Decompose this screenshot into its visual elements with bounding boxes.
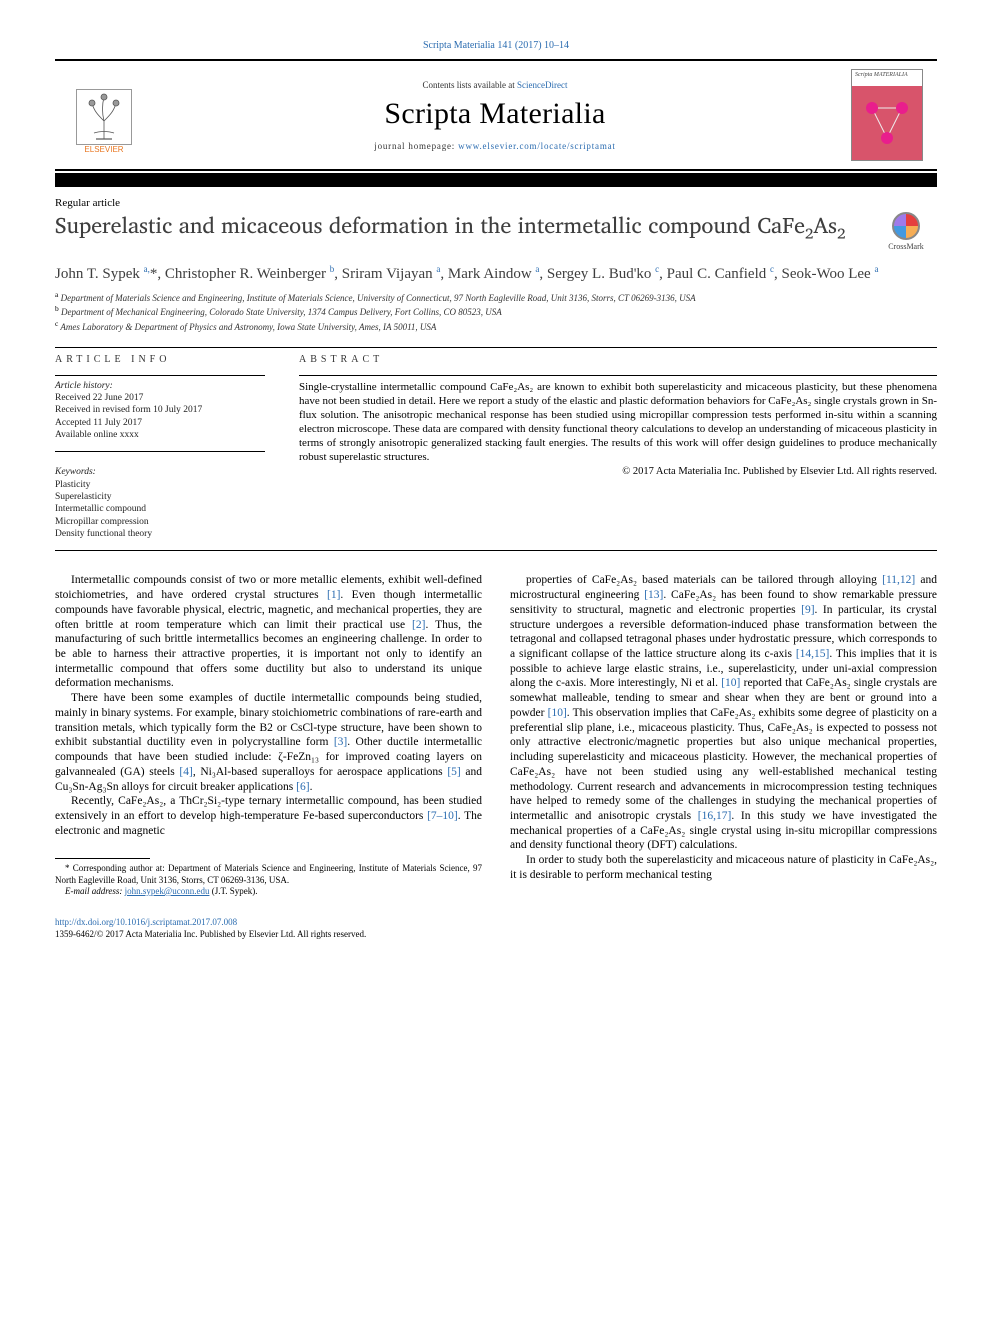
journal-name: Scripta Materialia [139,97,851,131]
article-info-head: ARTICLE INFO [55,354,265,365]
abstract-copyright: © 2017 Acta Materialia Inc. Published by… [299,466,937,477]
keyword: Plasticity [55,479,265,491]
corresponding-email: E-mail address: john.sypek@uconn.edu (J.… [55,886,482,897]
journal-homepage-link[interactable]: www.elsevier.com/locate/scriptamat [458,141,616,151]
corresponding-author: * Corresponding author at: Department of… [55,863,482,886]
affiliations: a Department of Materials Science and En… [55,290,937,332]
divider-bar [55,173,937,187]
journal-banner: ELSEVIER Contents lists available at Sci… [55,59,937,171]
keyword: Intermetallic compound [55,503,265,515]
rule-top [55,347,937,348]
page-footer: http://dx.doi.org/10.1016/j.scriptamat.2… [55,917,937,940]
authors-list: John T. Sypek a,*, Christopher R. Weinbe… [55,263,937,284]
journal-cover-thumbnail: Scripta MATERIALIA [851,69,923,161]
publisher-name: ELSEVIER [84,145,123,154]
body-p1: Intermetallic compounds consist of two o… [55,573,482,691]
doi-link[interactable]: http://dx.doi.org/10.1016/j.scriptamat.2… [55,917,237,927]
affiliation-line: c Ames Laboratory & Department of Physic… [55,319,937,333]
history-line: Accepted 11 July 2017 [55,417,265,429]
cover-title: Scripta MATERIALIA [855,72,908,78]
keyword: Density functional theory [55,528,265,540]
sciencedirect-link[interactable]: ScienceDirect [517,80,567,90]
body-p3: Recently, CaFe₂As₂, a ThCr₂Si₂-type tern… [55,794,482,838]
elsevier-logo: ELSEVIER [69,76,139,154]
issn-copyright: 1359-6462/© 2017 Acta Materialia Inc. Pu… [55,929,366,939]
article-title: Superelastic and micaceous deformation i… [55,212,861,243]
header-citation: Scripta Materialia 141 (2017) 10–14 [55,40,937,51]
body-p2: There have been some examples of ductile… [55,691,482,794]
affiliation-line: a Department of Materials Science and En… [55,290,937,304]
elsevier-tree-icon [76,89,132,145]
homepage-line: journal homepage: www.elsevier.com/locat… [139,141,851,151]
email-link[interactable]: john.sypek@uconn.edu [125,886,210,896]
affiliation-line: b Department of Mechanical Engineering, … [55,304,937,318]
footnotes: * Corresponding author at: Department of… [55,863,482,897]
body-text: Intermetallic compounds consist of two o… [55,573,937,897]
keywords-head: Keywords: [55,466,265,478]
rule-after-abstract [55,550,937,551]
contents-line: Contents lists available at ScienceDirec… [139,80,851,90]
crossmark-badge[interactable]: CrossMark [875,212,937,251]
rule-info-1 [55,375,265,376]
body-p5: In order to study both the superelastici… [510,853,937,882]
keyword: Micropillar compression [55,516,265,528]
history-line: Received in revised form 10 July 2017 [55,404,265,416]
crossmark-label: CrossMark [888,242,924,251]
crossmark-icon [892,212,920,240]
footnote-rule [55,858,150,859]
rule-info-2 [55,451,265,452]
rule-abs [299,375,937,376]
keyword: Superelasticity [55,491,265,503]
body-p4: properties of CaFe₂As₂ based materials c… [510,573,937,853]
abstract-text: Single-crystalline intermetallic compoun… [299,380,937,464]
history-line: Received 22 June 2017 [55,392,265,404]
history-line: Available online xxxx [55,429,265,441]
history-head: Article history: [55,380,265,392]
abstract-head: ABSTRACT [299,354,937,365]
